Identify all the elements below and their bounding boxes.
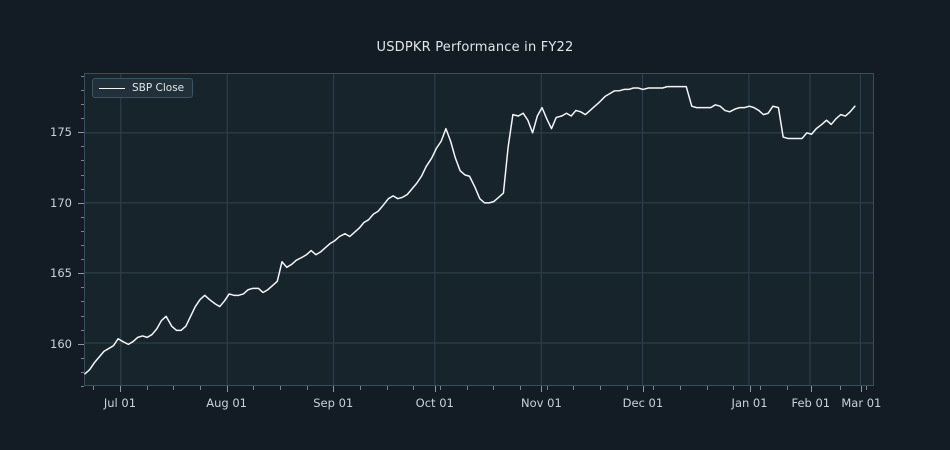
- y-axis-tick-label: 175: [50, 125, 72, 140]
- x-axis-major-tick: [434, 386, 436, 392]
- x-axis-minor-tick: [546, 386, 548, 390]
- x-axis-tick-label: Jul 01: [103, 396, 137, 410]
- x-axis-minor-tick: [519, 386, 521, 390]
- x-axis-minor-tick: [786, 386, 788, 390]
- x-axis-minor-tick: [839, 386, 841, 390]
- x-axis-tick-label: Mar 01: [841, 396, 882, 410]
- x-axis-minor-tick: [573, 386, 575, 390]
- x-axis-minor-tick: [626, 386, 628, 390]
- x-axis-minor-tick: [279, 386, 281, 390]
- y-axis-tick-label: 160: [50, 336, 72, 351]
- x-axis-minor-tick: [599, 386, 601, 390]
- plot-area: [84, 73, 874, 386]
- x-axis-major-tick: [119, 386, 121, 392]
- x-axis-major-tick: [226, 386, 228, 392]
- y-axis-tick-label: 165: [50, 266, 72, 281]
- x-axis-minor-tick: [93, 386, 95, 390]
- x-axis-major-tick: [749, 386, 751, 392]
- x-axis-tick-label: Sep 01: [313, 396, 354, 410]
- x-axis-minor-tick: [306, 386, 308, 390]
- x-axis-major-tick: [642, 386, 644, 392]
- x-axis-tick-label: Oct 01: [415, 396, 454, 410]
- x-axis-minor-tick: [439, 386, 441, 390]
- x-axis-tick-label: Feb 01: [791, 396, 831, 410]
- legend-item-label: SBP Close: [132, 82, 185, 94]
- series-sbp-close: [84, 85, 856, 375]
- x-axis-major-tick: [861, 386, 863, 392]
- x-axis-minor-tick: [706, 386, 708, 390]
- x-axis-minor-tick: [759, 386, 761, 390]
- x-axis-minor-tick: [146, 386, 148, 390]
- x-axis-minor-tick: [199, 386, 201, 390]
- x-axis-minor-tick: [173, 386, 175, 390]
- x-axis-major-tick: [541, 386, 543, 392]
- x-axis-minor-tick: [679, 386, 681, 390]
- x-axis-tick-label: Aug 01: [206, 396, 247, 410]
- x-axis-minor-tick: [413, 386, 415, 390]
- chart-legend[interactable]: SBP Close: [92, 78, 194, 98]
- x-axis-minor-tick: [493, 386, 495, 390]
- x-axis-minor-tick: [386, 386, 388, 390]
- chart-title: USDPKR Performance in FY22: [376, 40, 574, 55]
- x-axis-major-tick: [810, 386, 812, 392]
- x-axis-major-tick: [333, 386, 335, 392]
- data-line-sbp-close: [84, 85, 856, 375]
- x-axis-minor-tick: [733, 386, 735, 390]
- x-axis-minor-tick: [359, 386, 361, 390]
- x-axis-tick-label: Nov 01: [521, 396, 562, 410]
- grid-lines: [85, 74, 873, 385]
- x-axis-tick-label: Jan 01: [731, 396, 768, 410]
- y-axis-tick-label: 170: [50, 195, 72, 210]
- x-axis-minor-tick: [653, 386, 655, 390]
- x-axis-minor-tick: [866, 386, 868, 390]
- x-axis-tick-label: Dec 01: [622, 396, 664, 410]
- legend-line-swatch: [99, 87, 125, 89]
- y-axis-minor-tick: [80, 386, 84, 387]
- x-axis-minor-tick: [253, 386, 255, 390]
- x-axis-minor-tick: [466, 386, 468, 390]
